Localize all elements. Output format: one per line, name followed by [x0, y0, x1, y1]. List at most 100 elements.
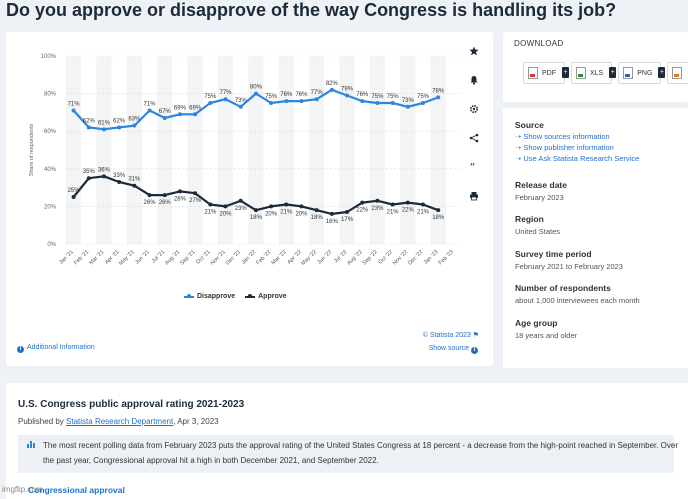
data-label-disapprove: 77%: [220, 90, 233, 96]
data-point-disapprove: [269, 101, 274, 105]
column-band: [157, 56, 173, 244]
x-tick-label: Dec '21: [225, 249, 242, 266]
column-band: [309, 56, 325, 244]
respondents-label: Number of respondents: [515, 283, 611, 293]
data-label-approve: 28%: [174, 196, 187, 202]
ask-statista-link[interactable]: ➝ Use Ask Statista Research Service: [515, 154, 640, 163]
congressional-approval-link[interactable]: Congressional approval: [28, 485, 125, 495]
data-point-approve: [86, 176, 91, 181]
download-png-label: PNG: [637, 69, 653, 77]
column-band: [278, 56, 294, 244]
plus-icon: +: [609, 67, 617, 78]
download-xls-button[interactable]: XLS +: [571, 62, 617, 84]
xls-file-icon: [576, 67, 586, 79]
publisher-link[interactable]: Statista Research Department: [66, 417, 174, 426]
source-section: Source ➝ Show sources information ➝ Show…: [515, 120, 639, 163]
x-tick-label: Jun '21: [134, 249, 151, 266]
show-source-link[interactable]: Show source i: [429, 345, 481, 354]
data-label-approve: 20%: [220, 211, 233, 217]
share-icon[interactable]: [463, 127, 485, 149]
data-label-disapprove: 63%: [128, 117, 141, 123]
png-file-icon: [623, 67, 634, 79]
data-label-approve: 21%: [204, 210, 217, 216]
data-label-approve: 21%: [280, 210, 293, 216]
data-point-disapprove: [253, 91, 258, 96]
data-point-disapprove: [147, 108, 152, 113]
region-section: Region United States: [515, 214, 560, 236]
show-publisher-text: Show publisher information: [523, 143, 614, 152]
gear-icon[interactable]: [463, 98, 485, 120]
description-box: The most recent polling data from Februa…: [18, 435, 678, 473]
download-title: DOWNLOAD: [514, 39, 564, 48]
print-icon[interactable]: [463, 185, 485, 207]
show-source-text: Show source: [428, 345, 470, 352]
data-label-disapprove: 61%: [98, 120, 111, 126]
data-label-approve: 31%: [128, 177, 141, 183]
data-point-disapprove: [132, 123, 137, 128]
data-point-disapprove: [177, 112, 182, 117]
legend-item-disapprove[interactable]: Disapprove: [184, 293, 235, 300]
data-label-approve: 18%: [311, 215, 324, 221]
column-band: [96, 56, 112, 244]
x-tick-label: Mar '21: [88, 249, 105, 266]
description-text: The most recent polling data from Februa…: [43, 441, 679, 465]
y-tick-label: 60%: [44, 129, 57, 135]
legend-item-approve[interactable]: Approve: [245, 293, 287, 300]
x-tick-label: May '22: [300, 249, 318, 267]
ask-statista-text: Use Ask Statista Research Service: [523, 154, 640, 163]
sidebar: DOWNLOAD PDF + XLS + PNG + Source ➝ Show so…: [503, 32, 688, 368]
source-label: Source: [515, 120, 544, 130]
y-tick-label: 0%: [47, 242, 56, 248]
column-band: [430, 56, 446, 244]
bell-icon[interactable]: [463, 69, 485, 91]
data-label-disapprove: 71%: [68, 102, 81, 108]
data-point-approve: [101, 174, 106, 179]
column-band: [339, 56, 355, 244]
published-date: , Apr 3, 2023: [173, 417, 219, 426]
column-band: [66, 56, 82, 244]
data-label-disapprove: 75%: [417, 94, 430, 100]
data-label-approve: 20%: [295, 211, 308, 217]
age-group-section: Age group 18 years and older: [515, 318, 577, 340]
data-label-disapprove: 75%: [265, 94, 278, 100]
data-point-disapprove: [299, 99, 304, 104]
data-label-disapprove: 76%: [356, 92, 369, 98]
data-label-disapprove: 71%: [144, 102, 157, 108]
data-label-approve: 22%: [402, 208, 415, 214]
data-label-disapprove: 82%: [326, 81, 339, 87]
statista-credit[interactable]: © Statista 2023 ⚑: [423, 331, 479, 339]
y-tick-label: 40%: [44, 167, 57, 173]
data-label-approve: 36%: [98, 167, 111, 173]
bar-chart-icon: [27, 441, 35, 448]
data-label-approve: 21%: [417, 210, 430, 216]
data-point-disapprove: [71, 108, 76, 113]
y-tick-label: 20%: [44, 204, 57, 210]
survey-period-section: Survey time period February 2021 to Febr…: [515, 249, 623, 271]
download-ppt-button[interactable]: [667, 62, 688, 84]
region-label: Region: [515, 214, 544, 224]
download-png-button[interactable]: PNG +: [618, 62, 666, 84]
show-sources-link[interactable]: ➝ Show sources information: [515, 132, 610, 141]
column-band: [400, 56, 416, 244]
x-tick-label: Nov '21: [210, 249, 227, 266]
data-label-disapprove: 69%: [174, 105, 187, 111]
download-pdf-button[interactable]: PDF +: [523, 62, 569, 84]
data-point-disapprove: [314, 97, 319, 102]
download-panel: DOWNLOAD PDF + XLS + PNG +: [503, 32, 688, 102]
x-tick-label: Nov '22: [392, 249, 409, 266]
show-publisher-link[interactable]: ➝ Show publisher information: [515, 143, 614, 152]
x-tick-label: Mar '22: [271, 249, 288, 266]
x-tick-label: Jan '21: [58, 249, 75, 266]
star-icon[interactable]: [463, 40, 485, 62]
respondents-section: Number of respondents about 1,000 interv…: [515, 283, 640, 305]
data-point-disapprove: [208, 101, 213, 105]
data-label-approve: 18%: [432, 215, 445, 221]
x-tick-label: Aug '22: [346, 249, 363, 266]
quote-icon[interactable]: “: [463, 156, 485, 178]
column-band: [187, 56, 203, 244]
data-label-approve: 26%: [159, 200, 172, 206]
data-point-approve: [177, 189, 182, 194]
additional-information-link[interactable]: i Additional Information: [17, 344, 95, 353]
data-point-approve: [147, 193, 152, 198]
age-group-value: 18 years and older: [515, 331, 578, 340]
